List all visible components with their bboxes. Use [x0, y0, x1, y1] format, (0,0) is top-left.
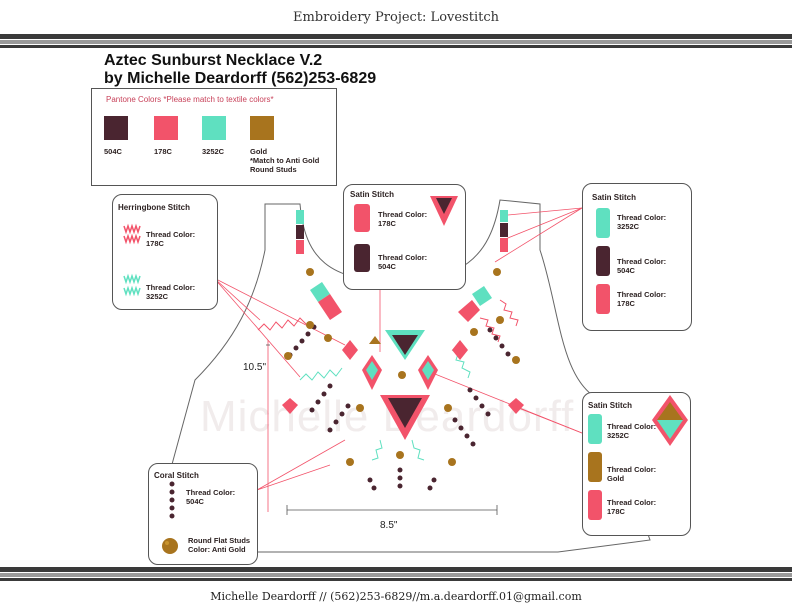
satin-center-panel	[343, 184, 466, 290]
satin-center-item2-label: Thread Color:	[378, 253, 428, 262]
width-dimension: 8.5"	[380, 520, 398, 531]
satin-right-item2-label: Thread Color:	[617, 257, 667, 266]
gold-studs	[284, 268, 520, 466]
footer-contact: Michelle Deardorff // (562)253-6829//m.a…	[210, 590, 582, 603]
herringbone-zigzags	[257, 299, 519, 343]
satin-lower-item3-label: Thread Color:	[607, 498, 657, 507]
satin-lower-item3-value: 178C	[607, 507, 625, 516]
herringbone-item1-label: Thread Color:	[146, 230, 196, 239]
footer-band-dark	[0, 567, 792, 572]
satin-right-heading: Satin Stitch	[592, 193, 637, 202]
spool-178c-icon	[596, 284, 610, 314]
swatch-gold	[250, 116, 274, 140]
satin-center-item1-value: 178C	[378, 219, 396, 228]
coral-item2-label: Round Flat Studs	[188, 536, 251, 545]
satin-center-item2-value: 504C	[378, 262, 396, 271]
header-band-gray	[0, 40, 792, 44]
swatch-3252c	[202, 116, 226, 140]
herringbone-item2-value: 3252C	[146, 292, 169, 301]
header-band-dark-2	[0, 45, 792, 48]
satin-center-item1-label: Thread Color:	[378, 210, 428, 219]
satin-center-heading: Satin Stitch	[350, 190, 395, 199]
satin-lower-item1-value: 3252C	[607, 431, 630, 440]
project-title: Aztec Sunburst Necklace V.2	[104, 52, 323, 69]
coral-heading: Coral Stitch	[154, 471, 199, 480]
pantone-heading: Pantone Colors *Please match to textile …	[106, 95, 274, 104]
satin-right-item3-value: 178C	[617, 299, 635, 308]
spool-504c-icon	[596, 246, 610, 276]
height-dimension: 10.5"	[243, 362, 267, 373]
swatch-label-gold: Gold	[250, 147, 268, 156]
spool-178c-icon	[354, 204, 370, 232]
gold-note-line1: *Match to Anti Gold	[250, 156, 320, 165]
satin-lower-item2-label: Thread Color:	[607, 465, 657, 474]
satin-right-item1-label: Thread Color:	[617, 213, 667, 222]
satin-right-item1-value: 3252C	[617, 222, 640, 231]
spool-3252c-icon	[596, 208, 610, 238]
spool-gold-icon	[588, 452, 602, 482]
leader-lines	[213, 207, 583, 491]
spool-3252c-icon	[588, 414, 602, 444]
swatch-504c	[104, 116, 128, 140]
herringbone-item2-label: Thread Color:	[146, 283, 196, 292]
satin-lower-item1-label: Thread Color:	[607, 422, 657, 431]
coral-item2-value: Color: Anti Gold	[188, 545, 246, 554]
satin-lower-item2-value: Gold	[607, 474, 625, 483]
satin-lower-heading: Satin Stitch	[588, 401, 633, 410]
swatch-label-504c: 504C	[104, 147, 122, 156]
gold-note-line2: Round Studs	[250, 165, 297, 174]
footer-band-gray	[0, 573, 792, 577]
herringbone-item1-value: 178C	[146, 239, 164, 248]
swatch-label-178c: 178C	[154, 147, 172, 156]
coral-dot-strands	[287, 324, 511, 491]
header-title: Embroidery Project: Lovestitch	[292, 10, 499, 25]
center-motifs	[282, 330, 524, 440]
spool-504c-icon	[354, 244, 370, 272]
project-author: by Michelle Deardorff (562)253-6829	[104, 70, 377, 87]
coral-item1-label: Thread Color:	[186, 488, 236, 497]
swatch-178c	[154, 116, 178, 140]
herringbone-heading: Herringbone Stitch	[118, 203, 191, 212]
swatch-label-3252c: 3252C	[202, 147, 225, 156]
footer-band-dark-2	[0, 578, 792, 581]
coral-item1-value: 504C	[186, 497, 204, 506]
spool-178c-icon	[588, 490, 602, 520]
neck-satin-bars	[296, 210, 508, 322]
satin-right-item2-value: 504C	[617, 266, 635, 275]
satin-right-item3-label: Thread Color:	[617, 290, 667, 299]
header-band-dark	[0, 34, 792, 39]
